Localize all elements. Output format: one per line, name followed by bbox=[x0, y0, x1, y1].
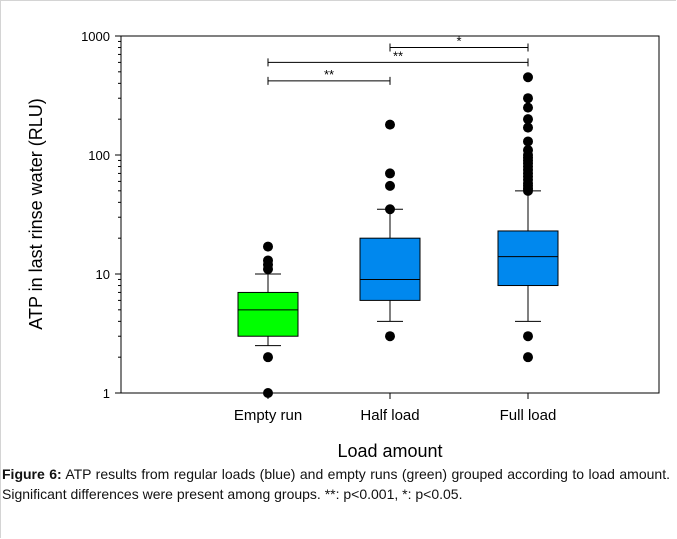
y-tick-label: 1 bbox=[103, 386, 110, 401]
box-body bbox=[237, 291, 299, 337]
outlier-point bbox=[263, 388, 273, 398]
x-axis-label: Load amount bbox=[337, 441, 442, 461]
outlier-point bbox=[385, 180, 395, 191]
x-tick-label: Half load bbox=[360, 407, 419, 424]
outlier-point bbox=[263, 255, 273, 266]
outlier-point bbox=[523, 352, 533, 363]
outlier-point bbox=[385, 168, 395, 179]
x-tick-label: Empty run bbox=[234, 407, 302, 424]
outlier-point bbox=[523, 145, 533, 156]
outlier-point bbox=[385, 331, 395, 342]
significance-bracket: ** bbox=[267, 67, 391, 85]
box-plot-chart: 1 10 100 1000 Empty run Half load Full load *… bbox=[26, 29, 660, 461]
x-axis-ticks: Empty run Half load Full load bbox=[234, 393, 557, 424]
box-full-load bbox=[497, 72, 559, 363]
y-tick-label: 1000 bbox=[81, 29, 110, 44]
caption-text: ATP results from regular loads (blue) an… bbox=[2, 466, 670, 502]
box-body bbox=[359, 237, 421, 301]
outlier-point bbox=[523, 102, 533, 113]
outlier-point bbox=[523, 72, 533, 83]
outlier-point bbox=[385, 119, 395, 130]
outlier-point bbox=[523, 93, 533, 104]
significance-label: ** bbox=[393, 48, 403, 63]
outlier-point bbox=[523, 114, 533, 125]
outlier-point bbox=[523, 331, 533, 342]
significance-label: ** bbox=[324, 67, 334, 82]
box-body bbox=[497, 230, 559, 287]
box-half-load bbox=[359, 119, 421, 342]
box-empty-run bbox=[237, 241, 299, 398]
y-axis-ticks: 1 10 100 1000 bbox=[81, 29, 121, 401]
y-axis-label: ATP in last rinse water (RLU) bbox=[26, 98, 46, 329]
y-tick-label: 100 bbox=[88, 148, 110, 163]
boxes-layer bbox=[237, 72, 559, 398]
significance-bracket: ** bbox=[267, 48, 529, 67]
y-tick-label: 10 bbox=[96, 267, 110, 282]
significance-label: * bbox=[456, 34, 461, 49]
caption-label: Figure 6: bbox=[2, 466, 62, 482]
outlier-point bbox=[523, 122, 533, 133]
outlier-point bbox=[263, 241, 273, 252]
figure-caption: Figure 6: ATP results from regular loads… bbox=[2, 464, 670, 504]
outlier-point bbox=[263, 352, 273, 363]
outlier-point bbox=[385, 204, 395, 215]
significance-layer: ***** bbox=[267, 34, 529, 85]
outlier-point bbox=[523, 136, 533, 147]
x-tick-label: Full load bbox=[500, 407, 557, 424]
significance-bracket: * bbox=[389, 34, 529, 52]
